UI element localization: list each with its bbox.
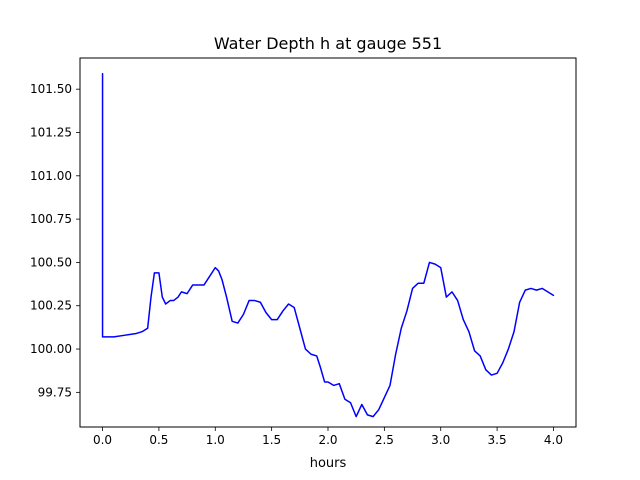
chart-title: Water Depth h at gauge 551 <box>214 34 442 53</box>
x-tick-label: 2.5 <box>375 433 394 447</box>
y-tick-label: 99.75 <box>38 385 72 399</box>
x-tick-label: 3.0 <box>431 433 450 447</box>
y-tick-label: 100.50 <box>30 255 72 269</box>
x-tick-label: 4.0 <box>544 433 563 447</box>
y-tick-label: 101.25 <box>30 125 72 139</box>
x-tick-label: 0.0 <box>93 433 112 447</box>
x-tick-label: 2.0 <box>318 433 337 447</box>
y-tick-label: 101.00 <box>30 169 72 183</box>
x-tick-label: 0.5 <box>149 433 168 447</box>
x-tick-label: 1.0 <box>206 433 225 447</box>
x-axis-label: hours <box>310 456 347 471</box>
y-tick-label: 101.50 <box>30 82 72 96</box>
series-line-0 <box>101 72 555 418</box>
y-tick-label: 100.00 <box>30 342 72 356</box>
y-tick-label: 100.75 <box>30 212 72 226</box>
x-tick-label: 3.5 <box>488 433 507 447</box>
y-axis: 99.75 100.00 100.25 100.50 100.75 101.00 101.2… <box>30 82 80 399</box>
x-tick-label: 1.5 <box>262 433 281 447</box>
x-axis: 0.0 0.5 1.0 1.5 2.0 2.5 3.0 3.5 4.0 <box>93 427 563 447</box>
y-tick-label: 100.25 <box>30 299 72 313</box>
